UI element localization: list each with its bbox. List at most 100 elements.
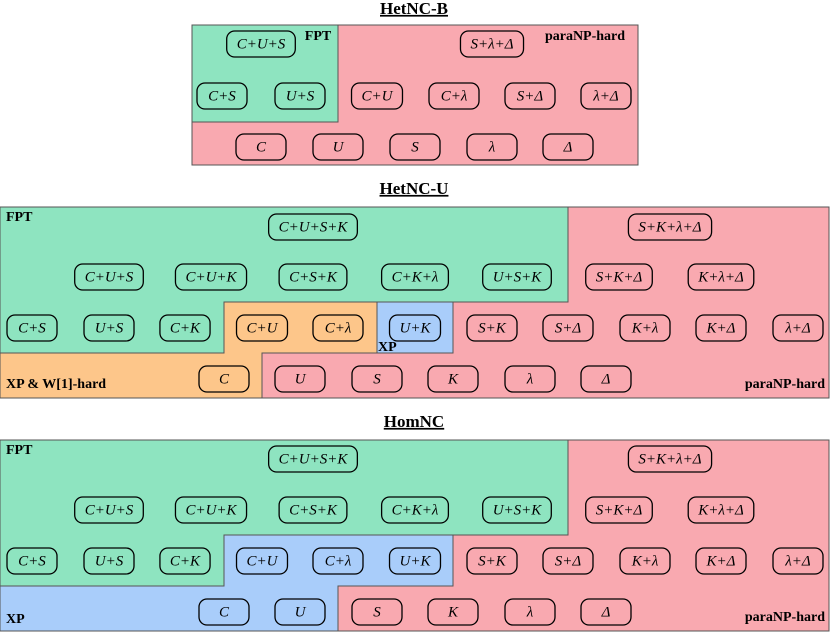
- node-label: S+K+λ+Δ: [638, 219, 701, 235]
- node-box: [274, 82, 326, 110]
- node-box: [351, 598, 403, 626]
- node: U+S: [274, 82, 326, 110]
- node: C: [235, 133, 287, 161]
- node-box: [274, 598, 326, 626]
- node-box: [351, 365, 403, 393]
- node: K+Δ: [695, 547, 747, 575]
- node-label: C+λ: [325, 553, 352, 569]
- region-xp: [0, 534, 454, 632]
- node-label: Δ: [601, 604, 611, 620]
- node-label: C+U+K: [185, 502, 237, 518]
- node: C: [198, 598, 250, 626]
- node-box: [580, 82, 632, 110]
- node-box: [695, 314, 747, 342]
- node: K+Δ: [695, 314, 747, 342]
- node: S+K+Δ: [585, 263, 653, 291]
- node: S: [351, 365, 403, 393]
- node: C+S: [6, 314, 58, 342]
- node-label: C: [219, 371, 230, 387]
- node-label: C+U: [247, 320, 279, 336]
- node-box: [627, 213, 713, 241]
- node: C+S: [6, 547, 58, 575]
- node: K: [427, 598, 479, 626]
- node-box: [196, 82, 248, 110]
- node-label: U: [295, 371, 307, 387]
- node: S: [389, 133, 441, 161]
- node-box: [542, 547, 594, 575]
- node-box: [312, 133, 364, 161]
- node-label: C+λ: [441, 88, 468, 104]
- node-label: K+λ: [631, 320, 659, 336]
- node-label: C: [219, 604, 230, 620]
- panel-title: HetNC-B: [380, 0, 448, 18]
- node: K+λ: [619, 547, 671, 575]
- node: S: [351, 598, 403, 626]
- node-label: U+S: [286, 88, 315, 104]
- node-box: [159, 547, 211, 575]
- node: C+U+K: [174, 496, 248, 524]
- node: C+U+S: [74, 496, 144, 524]
- region-label: paraNP-hard: [545, 29, 625, 44]
- node-box: [235, 314, 289, 342]
- node-box: [198, 598, 250, 626]
- node-box: [695, 547, 747, 575]
- node: λ+Δ: [772, 314, 824, 342]
- node-box: [174, 263, 248, 291]
- node: C+λ: [312, 314, 364, 342]
- node-label: Δ: [563, 139, 573, 155]
- node-label: C+U+S: [237, 36, 286, 52]
- node-label: λ+Δ: [592, 88, 619, 104]
- node-box: [83, 314, 135, 342]
- node-label: C+S: [208, 88, 236, 104]
- node-label: λ: [526, 604, 534, 620]
- node-label: K: [447, 604, 459, 620]
- node: C+K: [159, 314, 211, 342]
- node-label: S+K+Δ: [596, 502, 643, 518]
- node: λ+Δ: [580, 82, 632, 110]
- node: U+K: [388, 314, 442, 342]
- node: C: [198, 365, 250, 393]
- node-label: U+K: [400, 320, 432, 336]
- node-box: [198, 365, 250, 393]
- node: S+K+Δ: [585, 496, 653, 524]
- node: U: [312, 133, 364, 161]
- node-label: S: [373, 371, 381, 387]
- node-label: S: [373, 604, 381, 620]
- node: Δ: [542, 133, 594, 161]
- node-box: [427, 365, 479, 393]
- node-box: [83, 547, 135, 575]
- node-box: [772, 314, 824, 342]
- node: U: [274, 365, 326, 393]
- node-label: C+U+S+K: [279, 451, 349, 467]
- node-label: λ: [526, 371, 534, 387]
- node-box: [585, 263, 653, 291]
- node-label: K: [447, 371, 459, 387]
- node-box: [235, 133, 287, 161]
- node-label: C+K: [170, 320, 201, 336]
- node: C+U+S+K: [267, 445, 359, 473]
- node: λ: [504, 598, 556, 626]
- panel-title: HetNC-U: [380, 179, 449, 198]
- node-box: [159, 314, 211, 342]
- node-label: S+Δ: [555, 553, 582, 569]
- node-label: U+S+K: [493, 502, 543, 518]
- node-box: [627, 445, 713, 473]
- node-label: C+K: [170, 553, 201, 569]
- node-box: [459, 30, 525, 58]
- node: U+S+K: [482, 496, 552, 524]
- node-box: [428, 82, 480, 110]
- node-label: K+λ: [631, 553, 659, 569]
- node-label: C+U: [247, 553, 279, 569]
- node-box: [619, 314, 671, 342]
- node: K+λ: [619, 314, 671, 342]
- node-label: C+U+S: [85, 269, 134, 285]
- node-box: [74, 263, 144, 291]
- node: Δ: [580, 598, 632, 626]
- region-fpt: [191, 24, 339, 123]
- node: C+U+S+K: [267, 213, 359, 241]
- node-label: C+λ: [325, 320, 352, 336]
- node: S+Δ: [542, 547, 594, 575]
- node-label: U+S: [95, 553, 124, 569]
- node-box: [174, 496, 248, 524]
- panel-title: HomNC: [384, 412, 444, 431]
